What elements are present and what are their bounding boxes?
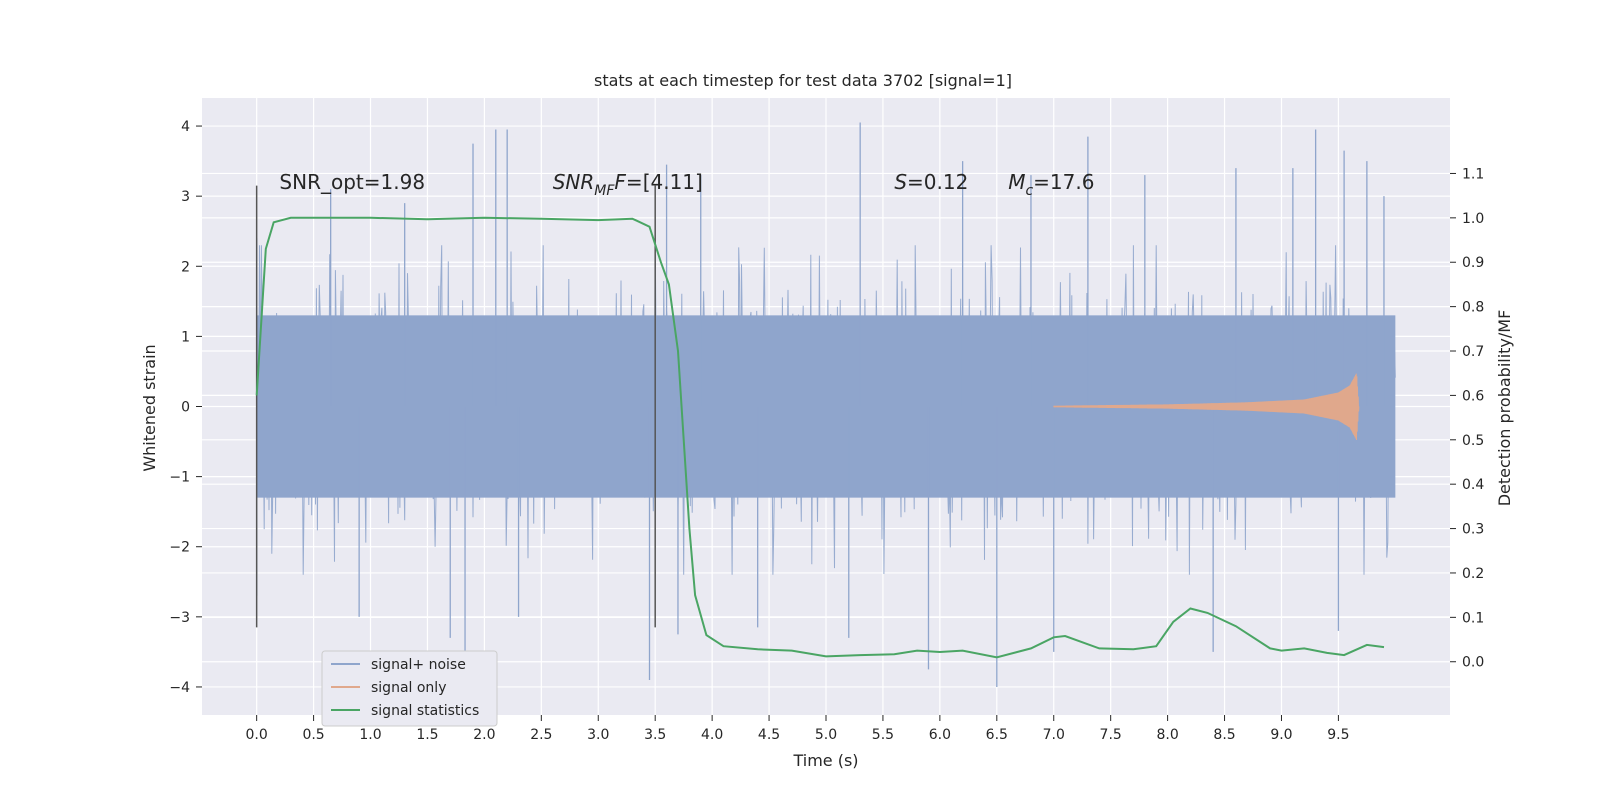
y2-tick-label-7: 0.4 [1462,477,1484,493]
x-tick-label-5: 2.5 [530,727,552,743]
signal-only-series [1053,373,1360,441]
y-tick-label-4: 0 [181,400,190,416]
y2-tick-label-9: 0.2 [1462,566,1484,582]
y2-tick-label-10: 0.1 [1462,610,1484,626]
y2-tick-label-3: 0.8 [1462,300,1484,316]
legend-label-signal-only: signal only [371,680,446,696]
x-tick-label-4: 2.0 [473,727,495,743]
x-tick-label-11: 5.5 [872,727,894,743]
y2-axis-ticks: 1.1 1.0 0.9 0.8 0.7 0.6 0.5 0.4 0.3 0.2 0.1 0.0 [1450,166,1484,671]
legend: signal+ noise signal only signal statist… [321,650,498,727]
x-tick-label-6: 3.0 [587,727,609,743]
y2-tick-label-0: 1.1 [1462,166,1484,182]
annotation-snr-mf-value: [4.11] [643,170,703,194]
x-tick-label-14: 7.0 [1043,727,1065,743]
x-tick-label-7: 3.5 [644,727,666,743]
y-tick-label-2: 2 [181,259,190,275]
x-axis-ticks: 0.0 0.5 1.0 1.5 2.0 2.5 3.0 3.5 4.0 4.5 5.0 5.5 6.0 6… [246,715,1350,743]
x-tick-label-18: 9.0 [1270,727,1292,743]
signal-statistics-line [255,216,1385,659]
x-tick-label-0: 0.0 [246,727,268,743]
y-tick-label-0: 4 [181,119,190,135]
y2-tick-label-6: 0.5 [1462,433,1484,449]
legend-label-signal-statistics: signal statistics [371,703,479,719]
legend-box [321,650,498,727]
chart-title: stats at each timestep for test data 370… [594,71,1012,90]
x-tick-label-2: 1.0 [359,727,381,743]
y-tick-label-1: 3 [181,189,190,205]
y2-tick-label-8: 0.3 [1462,522,1484,538]
y-tick-label-7: −3 [169,610,190,626]
signal-only-line [1053,373,1360,441]
x-tick-label-1: 0.5 [302,727,324,743]
annotation-mc: Mc=17.6 [1008,170,1094,199]
y-axis-ticks: 4 3 2 1 0 −1 −2 −3 −4 [169,119,202,696]
annotation-snr-opt: SNR_opt=1.98 [279,170,425,194]
x-tick-label-17: 8.5 [1213,727,1235,743]
y-tick-label-3: 1 [181,329,190,345]
x-tick-label-10: 5.0 [815,727,837,743]
y-tick-label-8: −4 [169,680,190,696]
x-tick-label-15: 7.5 [1100,727,1122,743]
y2-axis-label: Detection probability/MF [1495,310,1514,507]
annotation-s-value: 0.12 [924,170,969,194]
x-tick-label-9: 4.5 [758,727,780,743]
annotation-snr-mf: SNRMFF=[4.11] [553,170,703,199]
x-tick-label-12: 6.0 [929,727,951,743]
x-tick-label-16: 8.0 [1156,727,1178,743]
x-axis-label: Time (s) [792,751,858,770]
y2-tick-label-2: 0.9 [1462,255,1484,271]
y2-tick-label-4: 0.7 [1462,344,1484,360]
legend-label-signal-noise: signal+ noise [371,657,466,673]
y-axis-label: Whitened strain [140,344,159,471]
annotation-mc-value: 17.6 [1050,170,1095,194]
y2-tick-label-11: 0.0 [1462,655,1484,671]
y-tick-label-6: −2 [169,540,190,556]
x-tick-label-3: 1.5 [416,727,438,743]
signal-statistics-series [255,216,1385,659]
x-tick-label-13: 6.5 [986,727,1008,743]
annotation-s: S=0.12 [894,170,968,194]
x-tick-label-19: 9.5 [1327,727,1349,743]
y2-tick-label-1: 1.0 [1462,211,1484,227]
y-tick-label-5: −1 [169,470,190,486]
y2-tick-label-5: 0.6 [1462,388,1484,404]
vertical-markers [255,185,656,628]
x-tick-label-8: 4.0 [701,727,723,743]
